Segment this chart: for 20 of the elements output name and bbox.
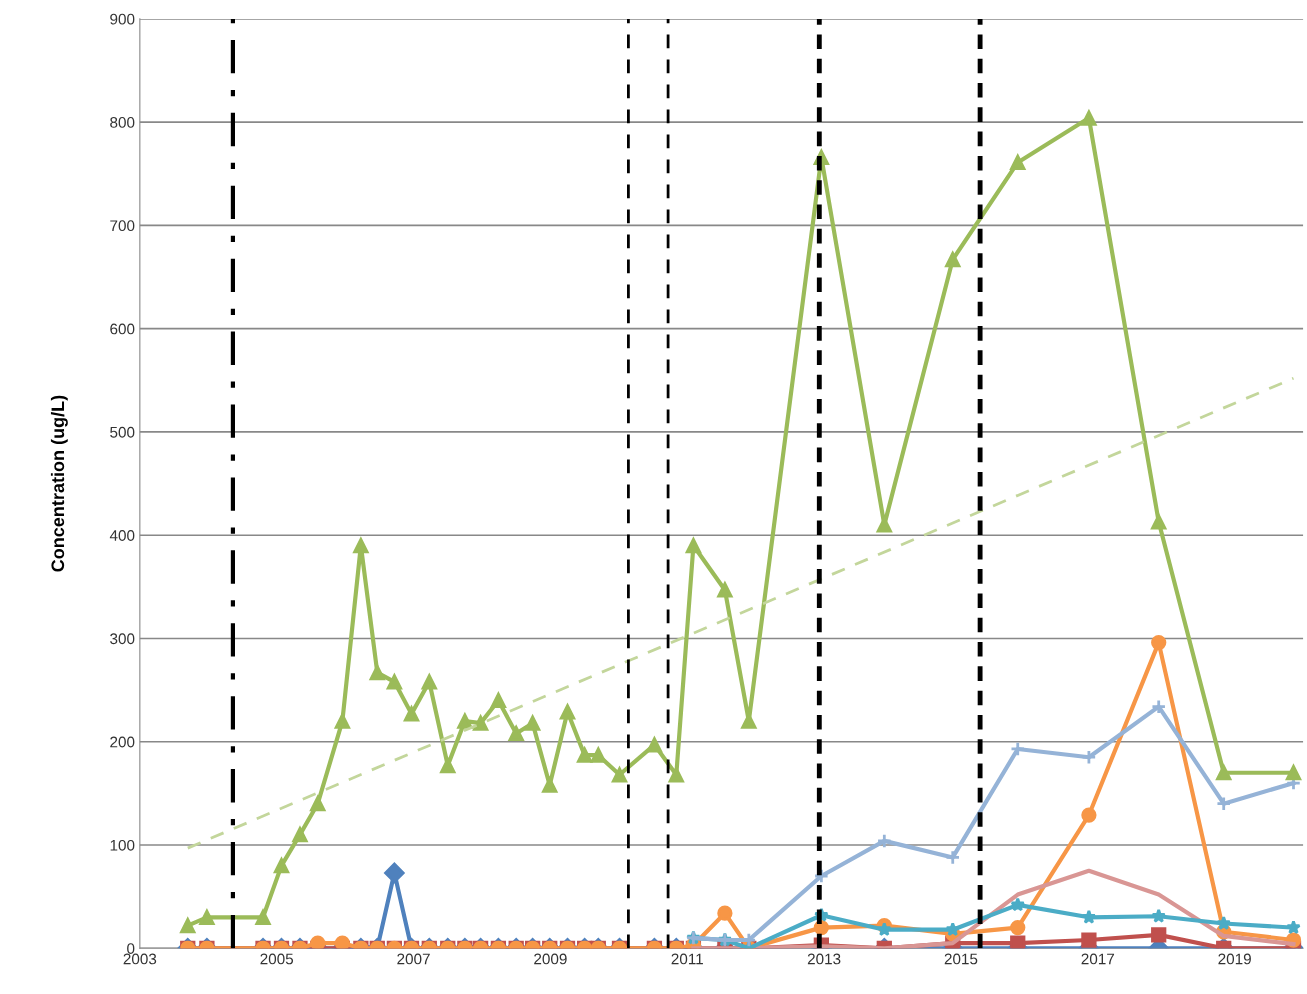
y-tick-label: 400 [109,530,135,541]
y-tick-label: 900 [110,13,135,25]
x-tick-label: 2005 [260,953,294,965]
x-tick-label: 2013 [807,953,841,965]
y-tick-label: 600 [110,323,135,335]
x-tick-label: 2003 [123,953,157,965]
y-tick-label: 300 [110,633,135,645]
y-axis-title: Concentration (ug/L) [50,395,68,572]
x-tick-label: 2011 [671,953,703,965]
x-tick-label: 2007 [397,953,430,965]
x-tick-label: 2019 [1218,953,1251,965]
x-tick-label: 2015 [944,953,978,965]
y-tick-label: 500 [110,426,135,438]
y-tick-label: 800 [110,117,135,128]
x-tick-label: 2009 [534,953,567,965]
y-tick-label: 700 [110,220,135,232]
y-tick-label: 0 [127,943,135,954]
y-tick-label: 100 [110,839,135,851]
x-tick-label: 2017 [1081,953,1115,965]
y-tick-label: 200 [110,736,135,748]
